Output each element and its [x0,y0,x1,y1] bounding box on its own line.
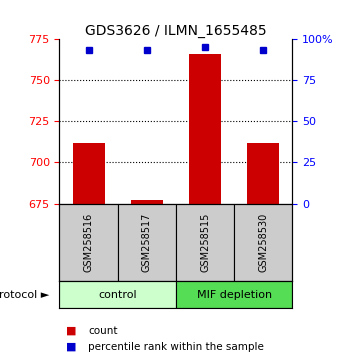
Text: protocol ►: protocol ► [0,290,49,300]
Text: ■: ■ [66,326,77,336]
Bar [59,204,118,281]
Bar [73,143,105,204]
Bar [118,204,176,281]
Text: control: control [98,290,137,300]
Text: percentile rank within the sample: percentile rank within the sample [88,342,264,352]
Text: GSM258515: GSM258515 [200,213,210,272]
Bar [59,281,176,308]
Text: count: count [88,326,118,336]
Bar [189,54,221,204]
Bar [247,143,279,204]
Text: MIF depletion: MIF depletion [197,290,272,300]
Title: GDS3626 / ILMN_1655485: GDS3626 / ILMN_1655485 [85,24,267,38]
Bar [131,200,163,204]
Text: GSM258516: GSM258516 [84,213,94,272]
Bar [176,281,292,308]
Bar [176,204,234,281]
Text: GSM258517: GSM258517 [142,213,152,272]
Bar [234,204,292,281]
Text: ■: ■ [66,342,77,352]
Text: GSM258530: GSM258530 [258,213,268,272]
